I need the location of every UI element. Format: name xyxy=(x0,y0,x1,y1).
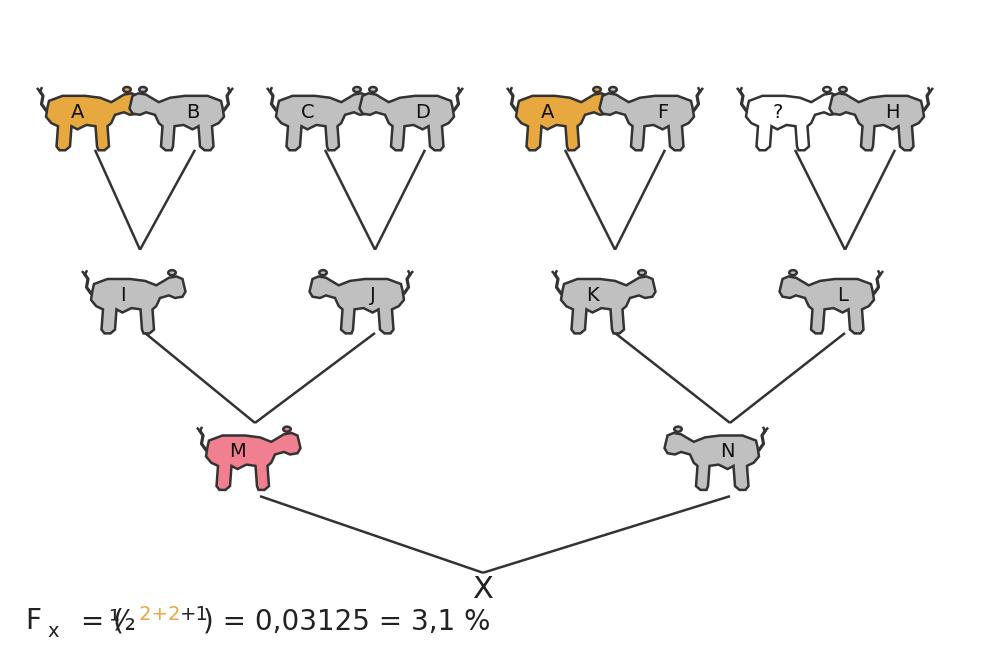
Text: D: D xyxy=(415,103,430,122)
Polygon shape xyxy=(310,276,404,334)
Ellipse shape xyxy=(789,270,797,275)
Text: F: F xyxy=(657,103,668,122)
Ellipse shape xyxy=(823,87,831,92)
Text: C: C xyxy=(301,103,314,122)
Polygon shape xyxy=(516,93,610,151)
Text: ) = 0,03125 = 3,1 %: ) = 0,03125 = 3,1 % xyxy=(203,607,490,635)
Ellipse shape xyxy=(139,87,147,92)
Text: x: x xyxy=(47,622,58,641)
Polygon shape xyxy=(746,93,840,151)
Polygon shape xyxy=(830,93,924,151)
Ellipse shape xyxy=(353,87,361,92)
Ellipse shape xyxy=(609,87,617,92)
Ellipse shape xyxy=(319,270,327,275)
Text: 2+2: 2+2 xyxy=(133,605,180,624)
Ellipse shape xyxy=(593,87,601,92)
Text: N: N xyxy=(720,442,735,462)
Text: ?: ? xyxy=(772,103,783,122)
Text: X: X xyxy=(473,575,493,604)
Text: M: M xyxy=(229,442,246,462)
Ellipse shape xyxy=(839,87,847,92)
Text: +1: +1 xyxy=(180,605,209,624)
Polygon shape xyxy=(780,276,874,334)
Ellipse shape xyxy=(168,270,176,275)
Polygon shape xyxy=(206,433,300,490)
Text: J: J xyxy=(370,286,375,305)
Text: I: I xyxy=(120,286,125,305)
Ellipse shape xyxy=(123,87,131,92)
Text: ½: ½ xyxy=(108,607,135,635)
Ellipse shape xyxy=(283,427,291,432)
Polygon shape xyxy=(46,93,140,151)
Text: H: H xyxy=(885,103,900,122)
Polygon shape xyxy=(600,93,694,151)
Text: A: A xyxy=(71,103,84,122)
Polygon shape xyxy=(561,276,656,334)
Polygon shape xyxy=(91,276,186,334)
Polygon shape xyxy=(130,93,224,151)
Text: L: L xyxy=(837,286,848,305)
Text: F: F xyxy=(25,607,41,635)
Text: = (: = ( xyxy=(72,607,124,635)
Polygon shape xyxy=(276,93,370,151)
Text: K: K xyxy=(586,286,599,305)
Ellipse shape xyxy=(638,270,646,275)
Polygon shape xyxy=(360,93,454,151)
Text: A: A xyxy=(541,103,554,122)
Text: B: B xyxy=(186,103,199,122)
Ellipse shape xyxy=(674,427,682,432)
Ellipse shape xyxy=(369,87,377,92)
Polygon shape xyxy=(664,433,759,490)
